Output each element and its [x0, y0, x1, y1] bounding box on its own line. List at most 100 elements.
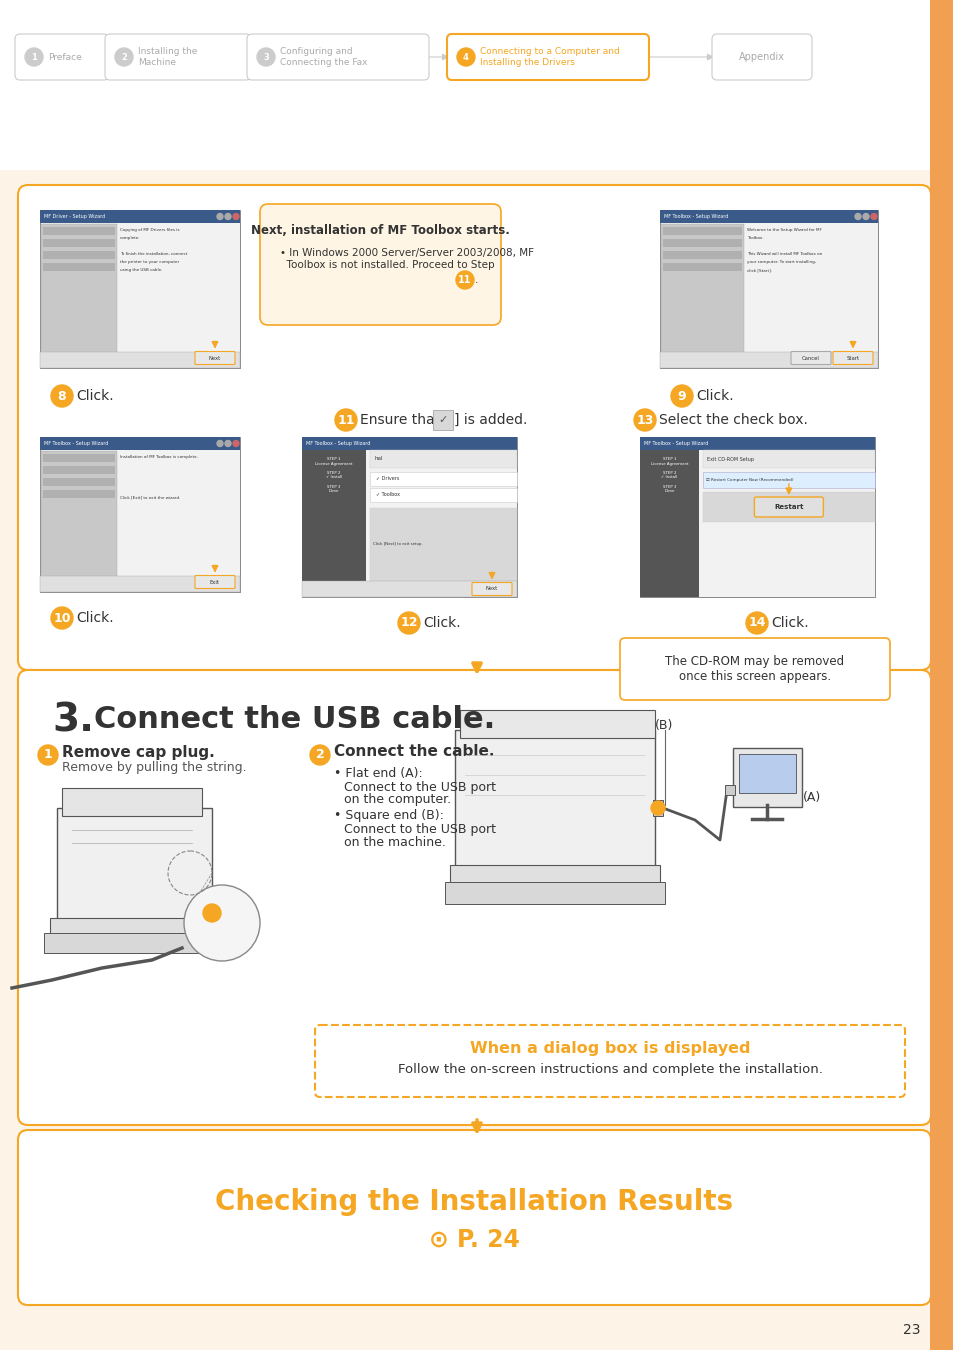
FancyBboxPatch shape	[652, 801, 662, 815]
FancyBboxPatch shape	[43, 263, 115, 271]
Text: ☑ Restart Computer Now (Recommended): ☑ Restart Computer Now (Recommended)	[705, 478, 792, 482]
FancyBboxPatch shape	[40, 437, 240, 450]
FancyBboxPatch shape	[659, 211, 877, 369]
Text: (A): (A)	[802, 791, 821, 803]
Text: Cancel: Cancel	[801, 355, 819, 360]
FancyBboxPatch shape	[659, 352, 877, 369]
Text: Configuring and
Connecting the Fax: Configuring and Connecting the Fax	[280, 47, 367, 66]
FancyBboxPatch shape	[194, 351, 234, 364]
Text: Click.: Click.	[696, 389, 733, 404]
Text: MF Driver - Setup Wizard: MF Driver - Setup Wizard	[44, 215, 105, 219]
Text: MF Toolbox - Setup Wizard: MF Toolbox - Setup Wizard	[44, 441, 109, 446]
Circle shape	[745, 612, 767, 634]
Text: 3: 3	[263, 53, 269, 62]
FancyBboxPatch shape	[754, 497, 822, 517]
FancyBboxPatch shape	[57, 809, 212, 923]
Text: (B): (B)	[655, 718, 673, 732]
FancyBboxPatch shape	[247, 34, 429, 80]
FancyBboxPatch shape	[18, 1130, 930, 1305]
FancyBboxPatch shape	[314, 1025, 904, 1098]
Text: STEP 1
License Agreement

STEP 2
✓ Install

STEP 3
Done: STEP 1 License Agreement STEP 2 ✓ Instal…	[315, 458, 353, 493]
Text: hal: hal	[375, 456, 382, 462]
Text: Connect to the USB port: Connect to the USB port	[344, 780, 496, 794]
FancyBboxPatch shape	[370, 487, 517, 502]
FancyBboxPatch shape	[43, 490, 115, 498]
Text: • Flat end (A):: • Flat end (A):	[334, 767, 422, 779]
Circle shape	[650, 801, 664, 815]
Text: Appendix: Appendix	[739, 53, 784, 62]
FancyBboxPatch shape	[455, 730, 655, 869]
FancyBboxPatch shape	[40, 576, 240, 593]
FancyBboxPatch shape	[15, 34, 109, 80]
FancyBboxPatch shape	[732, 748, 801, 807]
Text: .: .	[475, 275, 477, 285]
Text: Welcome to the Setup Wizard for MF: Welcome to the Setup Wizard for MF	[746, 228, 821, 232]
FancyBboxPatch shape	[739, 755, 795, 792]
Circle shape	[456, 271, 474, 289]
Circle shape	[397, 612, 419, 634]
Circle shape	[216, 213, 223, 220]
Text: Connect to the USB port: Connect to the USB port	[344, 822, 496, 836]
Text: Installing the
Machine: Installing the Machine	[138, 47, 197, 66]
FancyBboxPatch shape	[639, 450, 698, 597]
FancyBboxPatch shape	[662, 263, 741, 271]
FancyBboxPatch shape	[662, 227, 741, 235]
Circle shape	[456, 49, 475, 66]
Text: Click [Exit] to exit the wizard.: Click [Exit] to exit the wizard.	[120, 495, 180, 500]
Text: Remove cap plug.: Remove cap plug.	[62, 744, 214, 760]
Text: This Wizard will install MF Toolbox on: This Wizard will install MF Toolbox on	[746, 252, 821, 256]
Circle shape	[233, 213, 239, 220]
Text: MF Toolbox - Setup Wizard: MF Toolbox - Setup Wizard	[643, 441, 708, 446]
Text: 14: 14	[747, 617, 765, 629]
Text: Ensure that [: Ensure that [	[359, 413, 450, 427]
Text: Click.: Click.	[770, 616, 808, 630]
Circle shape	[225, 440, 231, 447]
Circle shape	[216, 440, 223, 447]
FancyBboxPatch shape	[472, 582, 512, 595]
Circle shape	[670, 385, 692, 406]
Circle shape	[225, 213, 231, 220]
Circle shape	[51, 385, 73, 406]
Text: MF Toolbox - Setup Wizard: MF Toolbox - Setup Wizard	[663, 215, 727, 219]
Circle shape	[233, 440, 239, 447]
Text: on the machine.: on the machine.	[344, 836, 445, 849]
FancyBboxPatch shape	[43, 227, 115, 235]
Text: 23: 23	[902, 1323, 920, 1336]
Circle shape	[870, 213, 876, 220]
Text: on the computer.: on the computer.	[344, 794, 451, 806]
Text: your computer. To start installing,: your computer. To start installing,	[746, 261, 815, 265]
FancyBboxPatch shape	[929, 0, 953, 1350]
Text: 8: 8	[57, 390, 67, 402]
Text: • In Windows 2000 Server/Server 2003/2008, MF
  Toolbox is not installed. Procee: • In Windows 2000 Server/Server 2003/200…	[280, 248, 534, 270]
Circle shape	[115, 49, 132, 66]
Text: ⊙ P. 24: ⊙ P. 24	[429, 1227, 519, 1251]
Text: Next: Next	[485, 586, 497, 591]
Text: Checking the Installation Results: Checking the Installation Results	[215, 1188, 733, 1216]
Circle shape	[51, 608, 73, 629]
Text: ✓ Drivers: ✓ Drivers	[374, 477, 399, 482]
FancyBboxPatch shape	[444, 882, 664, 905]
Text: Restart: Restart	[773, 504, 802, 510]
FancyBboxPatch shape	[0, 170, 929, 1350]
FancyBboxPatch shape	[619, 639, 889, 701]
FancyBboxPatch shape	[302, 580, 517, 597]
FancyBboxPatch shape	[711, 34, 811, 80]
Text: 10: 10	[53, 612, 71, 625]
Text: ✓: ✓	[437, 414, 447, 425]
Text: MF Toolbox - Setup Wizard: MF Toolbox - Setup Wizard	[306, 441, 370, 446]
Text: Click.: Click.	[422, 616, 460, 630]
Text: 9: 9	[677, 390, 685, 402]
FancyBboxPatch shape	[105, 34, 251, 80]
FancyBboxPatch shape	[43, 478, 115, 486]
FancyBboxPatch shape	[724, 784, 734, 795]
Text: 11: 11	[337, 413, 355, 427]
FancyBboxPatch shape	[832, 351, 872, 364]
Text: 3.: 3.	[52, 701, 94, 738]
Text: The CD-ROM may be removed
once this screen appears.: The CD-ROM may be removed once this scre…	[665, 655, 843, 683]
Text: Select the check box.: Select the check box.	[659, 413, 807, 427]
Circle shape	[256, 49, 274, 66]
FancyBboxPatch shape	[639, 437, 874, 597]
Text: Click.: Click.	[76, 612, 113, 625]
Text: Next, installation of MF Toolbox starts.: Next, installation of MF Toolbox starts.	[251, 224, 510, 236]
FancyBboxPatch shape	[459, 710, 655, 738]
